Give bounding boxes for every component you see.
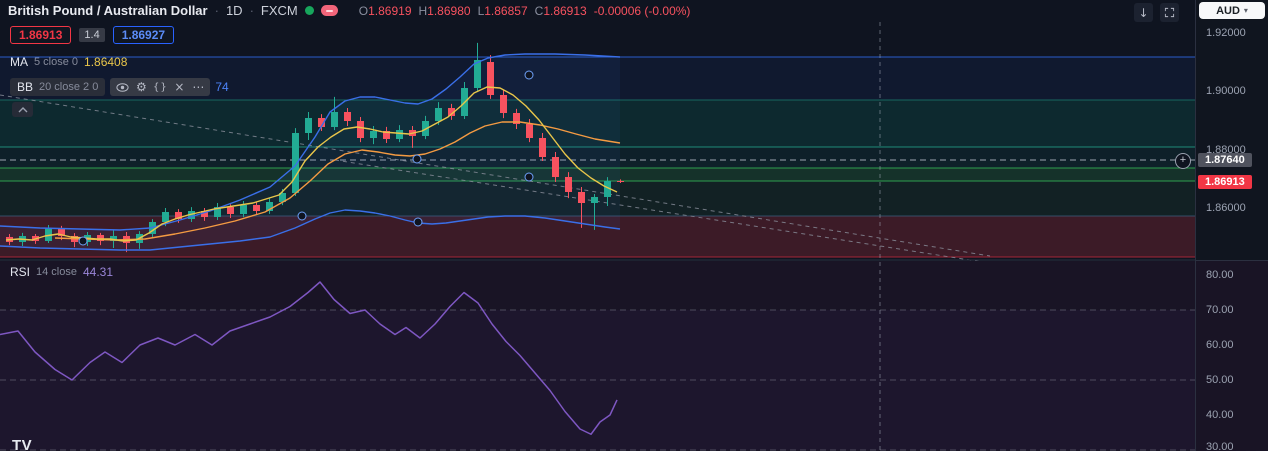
chart-canvas[interactable] <box>0 0 1195 451</box>
pill-minus-icon <box>325 9 333 12</box>
quote-buttons: 1.86913 1.4 1.86927 <box>10 26 175 44</box>
rsi-scale-label: 70.00 <box>1206 304 1234 316</box>
close-value: 1.86913 <box>543 3 587 18</box>
ohlc-readout: O1.86919 H1.86980 L1.86857 C1.86913 -0.0… <box>359 4 691 18</box>
change-value: -0.00006 (-0.00%) <box>593 3 691 18</box>
ma-label: MA <box>10 55 28 69</box>
more-options-icon[interactable]: ⋯ <box>192 80 205 94</box>
chevron-down-icon: ▾ <box>1243 6 1248 15</box>
open-value: 1.86919 <box>368 3 412 18</box>
eye-glyph <box>116 82 129 92</box>
notification-pill-icon[interactable] <box>320 5 338 16</box>
delete-icon[interactable]: × <box>174 80 185 94</box>
price-scale-label: 1.90000 <box>1206 85 1246 97</box>
price-scale-label: 1.86000 <box>1206 202 1246 214</box>
spread-badge: 1.4 <box>79 28 105 42</box>
pane-separator <box>1196 260 1268 261</box>
indicator-toolbar: ⚙ {} × ⋯ <box>110 78 211 96</box>
rsi-params: 14 close <box>36 266 77 278</box>
maximize-icon <box>1164 7 1175 18</box>
low-label: L <box>477 3 485 18</box>
currency-button[interactable]: AUD ▾ <box>1199 2 1265 19</box>
settings-gear-icon[interactable]: ⚙ <box>135 80 147 94</box>
separator-dot: · <box>214 3 219 18</box>
rsi-scale-label: 50.00 <box>1206 374 1234 386</box>
rsi-scale-label: 80.00 <box>1206 269 1234 281</box>
open-label: O <box>358 3 369 18</box>
currency-label: AUD <box>1216 4 1240 17</box>
bb-title-pill[interactable]: BB 20 close 2 0 <box>10 78 106 96</box>
separator-dot: · <box>249 3 254 18</box>
low-readout: L1.86857 <box>478 4 528 18</box>
bb-params: 20 close 2 0 <box>39 81 99 93</box>
price-scale-label: 1.92000 <box>1206 27 1246 39</box>
close-label: C <box>534 3 544 18</box>
price-scale[interactable]: AUD ▾ 1.92000 1.90000 1.88000 1.86000 80.00 7… <box>1195 0 1268 451</box>
ma-indicator-row[interactable]: MA 5 close 0 1.86408 <box>10 55 127 69</box>
eye-icon[interactable] <box>113 79 131 95</box>
buy-button[interactable]: 1.86927 <box>112 26 175 44</box>
high-readout: H1.86980 <box>419 4 471 18</box>
move-pane-down-button[interactable]: ↓ <box>1134 3 1153 22</box>
maximize-pane-button[interactable] <box>1160 3 1179 22</box>
rsi-indicator-row[interactable]: RSI 14 close 44.31 <box>10 265 113 279</box>
open-readout: O1.86919 <box>359 4 412 18</box>
ma-params: 5 close 0 <box>34 56 79 68</box>
low-value: 1.86857 <box>484 3 528 18</box>
add-alert-plus-icon[interactable]: + <box>1175 153 1191 169</box>
high-value: 1.86980 <box>427 3 471 18</box>
rsi-scale-label: 40.00 <box>1206 409 1234 421</box>
rsi-value: 44.31 <box>83 265 114 279</box>
pane-buttons: ↓ <box>1134 3 1179 22</box>
bb-indicator-row[interactable]: BB 20 close 2 0 ⚙ {} × ⋯ 74 <box>10 78 229 96</box>
tradingview-logo[interactable]: TV <box>12 437 33 451</box>
symbol-legend: British Pound / Australian Dollar · 1D ·… <box>8 3 690 18</box>
sell-button[interactable]: 1.86913 <box>10 26 72 44</box>
rsi-label: RSI <box>10 265 31 279</box>
rsi-scale-label: 60.00 <box>1206 339 1234 351</box>
close-readout: C1.86913 <box>535 4 587 18</box>
legend-collapse-button[interactable] <box>12 102 33 117</box>
ma-value: 1.86408 <box>84 55 128 69</box>
price-badge: 1.86913 <box>1198 175 1252 189</box>
market-status-dot-icon <box>304 6 314 15</box>
chevron-up-icon <box>18 106 27 112</box>
exchange-label[interactable]: FXCM <box>260 3 298 18</box>
rsi-scale-label: 30.00 <box>1206 441 1234 451</box>
symbol-title[interactable]: British Pound / Australian Dollar <box>8 3 208 18</box>
bb-label: BB <box>17 80 34 94</box>
high-label: H <box>418 3 428 18</box>
timeframe-label[interactable]: 1D <box>225 3 243 18</box>
bb-value-fragment: 74 <box>215 80 229 94</box>
source-code-icon[interactable]: {} <box>152 81 168 93</box>
price-badge: 1.87640 <box>1198 153 1252 167</box>
